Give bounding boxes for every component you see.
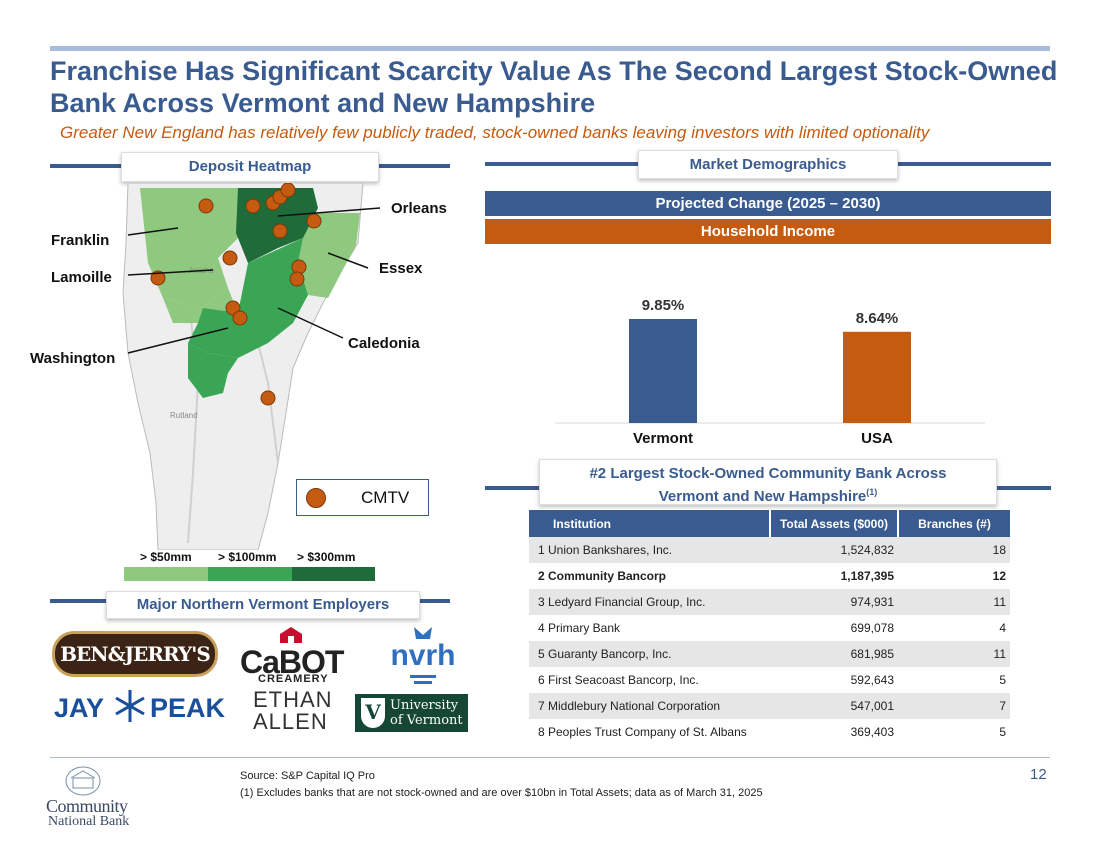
table-row: 6 First Seacoast Bancorp, Inc. 592,643 5: [529, 667, 1010, 693]
footer-logo-line2: National Bank: [48, 814, 130, 829]
scale-swatch-light: [124, 567, 208, 581]
source-note: Source: S&P Capital IQ Pro: [240, 770, 375, 782]
svg-text:Rutland: Rutland: [170, 411, 198, 420]
household-income-chart: 9.85% Vermont 8.64% USA: [555, 297, 985, 447]
category-label-vermont: Vermont: [633, 430, 693, 447]
cell-assets: 974,931: [770, 589, 898, 615]
county-label-washington: Washington: [30, 350, 116, 367]
household-income-banner: Household Income: [485, 219, 1051, 244]
caledonia-county: [188, 238, 308, 358]
cmtv-dot-icon: [306, 488, 326, 508]
bank-building-icon: [65, 766, 101, 796]
table-row: 1 Union Bankshares, Inc. 1,524,832 18: [529, 537, 1010, 563]
uvm-shield-icon: V: [361, 698, 385, 728]
cabot-logo: CaBOT: [240, 644, 344, 680]
scale-label-50: > $50mm: [140, 550, 192, 564]
ben-jerrys-logo: BEN&JERRY'S: [52, 631, 218, 677]
cell-assets: 681,985: [770, 641, 898, 667]
table-row: 4 Primary Bank 699,078 4: [529, 615, 1010, 641]
cell-branches: 11: [898, 589, 1010, 615]
page-number: 12: [1030, 766, 1047, 783]
cell-branches: 4: [999, 621, 1006, 635]
cell-branches: 5: [999, 673, 1006, 687]
col-header-branches: Branches (#): [898, 510, 1010, 537]
cell-assets: 699,078: [850, 621, 894, 635]
essex-county: [298, 213, 360, 298]
projected-change-banner: Projected Change (2025 – 2030): [485, 191, 1051, 216]
cell-branches: 18: [898, 537, 1010, 563]
bar-vermont: [629, 319, 697, 423]
uvm-logo: V University of Vermont: [355, 694, 468, 732]
cell-branches: 11: [898, 641, 1010, 667]
ethan-allen-logo-line1: ETHAN: [253, 687, 333, 712]
scale-swatch-dark: [292, 567, 375, 581]
cell-branches: 5: [999, 725, 1006, 739]
footer-logo-line1: Community: [46, 796, 128, 816]
jay-peak-logo-peak: PEAK: [150, 693, 226, 723]
cell-name: 8 Peoples Trust Company of St. Albans: [538, 725, 747, 739]
map-legend: CMTV: [296, 479, 429, 516]
scale-label-300: > $300mm: [297, 550, 356, 564]
data-label-usa: 8.64%: [856, 310, 899, 327]
cell-name: 5 Guaranty Bancorp, Inc.: [529, 641, 770, 667]
county-label-lamoille: Lamoille: [51, 269, 112, 286]
heatmap-section-title: Deposit Heatmap: [121, 152, 379, 182]
county-label-orleans: Orleans: [391, 200, 447, 217]
ethan-allen-logo-line2: ALLEN: [253, 709, 328, 734]
footer-rule: [50, 757, 1050, 758]
ranking-title-line1: #2 Largest Stock-Owned Community Bank Ac…: [589, 465, 947, 482]
page-title: Franchise Has Significant Scarcity Value…: [50, 56, 1058, 118]
table-row: 8 Peoples Trust Company of St. Albans 369…: [529, 719, 1010, 745]
page-subtitle: Greater New England has relatively few p…: [60, 123, 930, 142]
data-label-vermont: 9.85%: [642, 297, 685, 314]
table-row: 3 Ledyard Financial Group, Inc. 974,931 11: [529, 589, 1010, 615]
cell-name: 4 Primary Bank: [538, 621, 621, 635]
demographics-section-title: Market Demographics: [638, 150, 898, 179]
col-header-assets: Total Assets ($000): [770, 510, 899, 537]
cell-name: 1 Union Bankshares, Inc.: [529, 537, 770, 563]
scale-label-100: > $100mm: [218, 550, 277, 564]
ranking-table: Institution Total Assets ($000) Branches…: [529, 510, 1010, 745]
ranking-section-title: #2 Largest Stock-Owned Community Bank Ac…: [539, 459, 997, 505]
cabot-creamery-text: CREAMERY: [258, 673, 329, 685]
ranking-title-line2: Vermont and New Hampshire: [658, 488, 867, 505]
table-row: 5 Guaranty Bancorp, Inc. 681,985 11: [529, 641, 1010, 667]
jay-peak-snowflake-icon: [115, 690, 145, 722]
cell-branches: 7: [898, 693, 1010, 719]
bar-usa: [843, 331, 911, 423]
county-label-caledonia: Caledonia: [348, 335, 420, 352]
cell-branches: 12: [992, 569, 1006, 583]
table-row: 2 Community Bancorp 1,187,395 12: [529, 563, 1010, 589]
top-rule: [50, 46, 1050, 51]
legend-label: CMTV: [361, 488, 410, 507]
category-label-usa: USA: [861, 430, 893, 447]
cell-assets: 369,403: [850, 725, 894, 739]
table-header-row: Institution Total Assets ($000) Branches…: [529, 510, 1010, 537]
ranking-footnote-ref: (1): [866, 487, 878, 497]
vermont-map: Jericho Rutland: [122, 183, 380, 550]
cell-assets: 592,643: [850, 673, 894, 687]
cell-name: 2 Community Bancorp: [538, 569, 667, 583]
cell-name: 6 First Seacoast Bancorp, Inc.: [538, 673, 699, 687]
nvrh-logo: nvrh: [390, 625, 456, 687]
cabot-barn-icon: [276, 625, 306, 645]
cell-assets: 1,524,832: [770, 537, 898, 563]
county-label-franklin: Franklin: [51, 232, 110, 249]
footnote: (1) Excludes banks that are not stock-ow…: [240, 787, 763, 799]
col-header-institution: Institution: [529, 510, 771, 537]
cell-assets: 1,187,395: [840, 569, 894, 583]
cell-name: 7 Middlebury National Corporation: [529, 693, 770, 719]
scale-swatch-medium: [208, 567, 292, 581]
employers-section-title: Major Northern Vermont Employers: [106, 591, 420, 619]
jay-peak-logo-jay: JAY: [54, 693, 105, 723]
table-row: 7 Middlebury National Corporation 547,001…: [529, 693, 1010, 719]
washington-county: [188, 343, 238, 398]
cell-name: 3 Ledyard Financial Group, Inc.: [529, 589, 770, 615]
county-label-essex: Essex: [379, 260, 423, 277]
cell-assets: 547,001: [770, 693, 898, 719]
